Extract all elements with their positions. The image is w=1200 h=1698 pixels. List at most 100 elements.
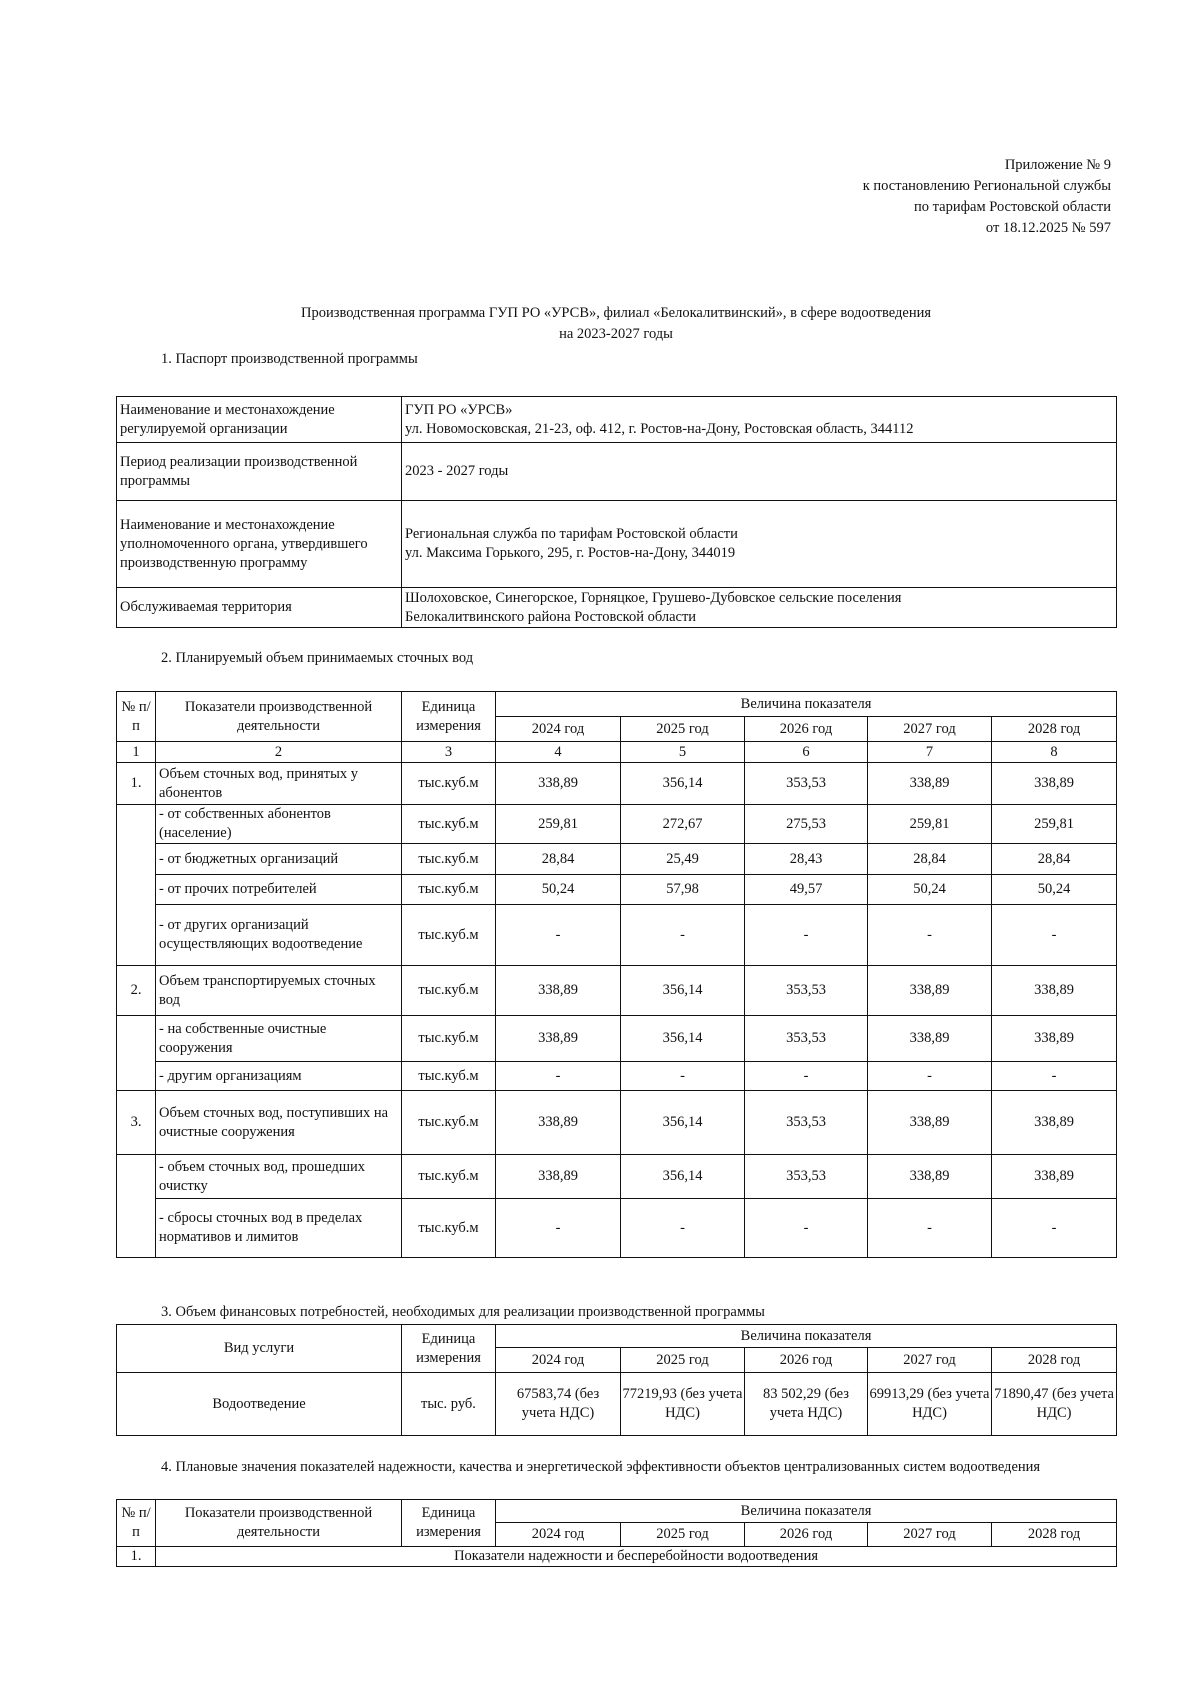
value-cell: 259,81 xyxy=(867,804,992,844)
indicator-label: - объем сточных вод, прошедших очистку xyxy=(155,1154,402,1199)
table-header-row: 2024 год 2025 год 2026 год 2027 год 2028… xyxy=(117,716,1118,742)
passport-value: 2023 - 2027 годы xyxy=(401,442,1117,501)
financial-needs-table: Вид услуги Единица измерения Величина по… xyxy=(116,1324,1118,1436)
table-row: - сбросы сточных вод в пределах норматив… xyxy=(117,1198,1118,1258)
value-cell: 77219,93 (без учета НДС) xyxy=(620,1372,745,1436)
value-cell: 71890,47 (без учета НДС) xyxy=(990,1372,1118,1436)
column-number: 3 xyxy=(401,741,496,763)
value-cell: 259,81 xyxy=(990,804,1118,844)
year-header: 2024 год xyxy=(495,1347,621,1373)
unit-cell: тыс.куб.м xyxy=(401,1061,496,1091)
unit-cell: тыс.куб.м xyxy=(401,1015,496,1062)
indicator-label: - другим организациям xyxy=(155,1061,402,1091)
value-cell: 356,14 xyxy=(620,1015,745,1062)
column-number: 2 xyxy=(155,741,402,763)
passport-row: Наименование и местонахождение регулируе… xyxy=(116,396,1117,443)
section1-heading: 1. Паспорт производственной программы xyxy=(161,351,418,367)
column-number-row: 1 2 3 4 5 6 7 8 xyxy=(116,741,1118,763)
passport-label: Период реализации производственной прогр… xyxy=(116,442,402,501)
value-cell: 338,89 xyxy=(495,762,621,805)
unit-cell: тыс. руб. xyxy=(401,1372,496,1436)
unit-cell: тыс.куб.м xyxy=(401,904,496,966)
appendix-authority: по тарифам Ростовской области xyxy=(914,199,1111,215)
indicator-label: - от собственных абонентов (население) xyxy=(155,804,402,844)
value-cell: 353,53 xyxy=(744,965,868,1016)
passport-row: Обслуживаемая территория Шолоховское, Си… xyxy=(116,587,1117,628)
col-service-header: Вид услуги xyxy=(116,1324,402,1373)
year-header: 2025 год xyxy=(620,1347,745,1373)
table-row: - от бюджетных организаций тыс.куб.м 28,84… xyxy=(117,843,1118,875)
col-num-header: № п/п xyxy=(116,691,156,742)
value-cell: 338,89 xyxy=(495,1154,621,1199)
col-unit-header: Единица измерения xyxy=(401,1324,496,1373)
table-row: - объем сточных вод, прошедших очистку ты… xyxy=(116,1154,1118,1258)
table-row: - от прочих потребителей тыс.куб.м 50,24 57… xyxy=(117,874,1118,905)
year-header: 2024 год xyxy=(495,716,621,742)
value-cell: 353,53 xyxy=(744,762,868,805)
passport-label: Наименование и местонахождение регулируе… xyxy=(116,396,402,443)
col-num-header: № п/п xyxy=(116,1499,156,1547)
unit-cell: тыс.куб.м xyxy=(401,965,496,1016)
value-cell: 338,89 xyxy=(495,1090,621,1155)
table-row: 3. Объем сточных вод, поступивших на очис… xyxy=(116,1090,1118,1155)
passport-value-line: Шолоховское, Синегорское, Горняцкое, Гру… xyxy=(405,589,902,606)
value-cell: 338,89 xyxy=(867,1015,992,1062)
value-cell: 338,89 xyxy=(990,1154,1118,1199)
value-cell: 83 502,29 (без учета НДС) xyxy=(744,1372,868,1436)
row-number-merged xyxy=(116,1015,156,1091)
value-cell: - xyxy=(867,1198,992,1258)
indicator-label: - на собственные очистные сооружения xyxy=(155,1015,402,1062)
table-header-row: 2024 год 2025 год 2026 год 2027 год 2028… xyxy=(117,1522,1118,1547)
wastewater-volume-table: № п/п Показатели производственной деятел… xyxy=(116,691,1118,1258)
year-header: 2028 год xyxy=(990,1522,1118,1547)
row-number-merged xyxy=(116,804,156,966)
indicator-label: Объем сточных вод, принятых у абонентов xyxy=(155,762,402,805)
value-cell: 356,14 xyxy=(620,965,745,1016)
col-unit-header: Единица измерения xyxy=(401,1499,496,1547)
table-row: 1. Показатели надежности и бесперебойнос… xyxy=(116,1546,1118,1567)
indicator-label: - от бюджетных организаций xyxy=(155,843,402,875)
value-cell: 50,24 xyxy=(867,874,992,905)
row-number: 2. xyxy=(116,965,156,1016)
value-cell: 272,67 xyxy=(620,804,745,844)
table-header-row: 2024 год 2025 год 2026 год 2027 год 2028… xyxy=(117,1347,1118,1373)
section3-heading: 3. Объем финансовых потребностей, необхо… xyxy=(161,1304,765,1320)
column-number: 5 xyxy=(620,741,745,763)
section4-heading: 4. Плановые значения показателей надежно… xyxy=(161,1459,1041,1475)
year-header: 2025 год xyxy=(620,716,745,742)
passport-table: Наименование и местонахождение регулируе… xyxy=(116,396,1117,628)
value-cell: - xyxy=(495,904,621,966)
table-header-row: № п/п Показатели производственной деятел… xyxy=(116,691,1118,742)
year-header: 2025 год xyxy=(620,1522,745,1547)
year-header: 2027 год xyxy=(867,1522,992,1547)
value-cell: 57,98 xyxy=(620,874,745,905)
indicator-label: Объем транспортируемых сточных вод xyxy=(155,965,402,1016)
value-cell: 338,89 xyxy=(867,965,992,1016)
value-cell: 338,89 xyxy=(990,1090,1118,1155)
value-cell: 69913,29 (без учета НДС) xyxy=(867,1372,992,1436)
year-header: 2026 год xyxy=(744,716,868,742)
table-row: - на собственные очистные сооружения тыс.… xyxy=(116,1015,1118,1091)
unit-cell: тыс.куб.м xyxy=(401,1154,496,1199)
col-indicator-header: Показатели производственной деятельности xyxy=(155,691,402,742)
passport-value: Региональная служба по тарифам Ростовско… xyxy=(401,500,1117,588)
value-cell: 338,89 xyxy=(990,1015,1118,1062)
table-row: - от собственных абонентов (население) ты… xyxy=(116,804,1118,966)
unit-cell: тыс.куб.м xyxy=(401,1198,496,1258)
document-title: Производственная программа ГУП РО «УРСВ»… xyxy=(300,305,932,321)
row-number: 3. xyxy=(116,1090,156,1155)
table-row: - от других организаций осуществляющих в… xyxy=(117,904,1118,966)
value-cell: - xyxy=(744,1198,868,1258)
row-number-merged xyxy=(116,1154,156,1258)
indicator-label: - от прочих потребителей xyxy=(155,874,402,905)
table-header-row: Вид услуги Единица измерения Величина по… xyxy=(116,1324,1118,1373)
col-unit-header: Единица измерения xyxy=(401,691,496,742)
service-name: Водоотведение xyxy=(116,1372,402,1436)
value-cell: - xyxy=(867,1061,992,1091)
value-cell: 356,14 xyxy=(620,1090,745,1155)
col-value-header: Величина показателя xyxy=(494,1324,1118,1348)
reliability-indicators-table: № п/п Показатели производственной деятел… xyxy=(116,1499,1118,1567)
appendix-reference: к постановлению Региональной службы xyxy=(862,178,1111,194)
value-cell: 50,24 xyxy=(990,874,1118,905)
table-row: Водоотведение тыс. руб. 67583,74 (без уч… xyxy=(116,1372,1118,1436)
